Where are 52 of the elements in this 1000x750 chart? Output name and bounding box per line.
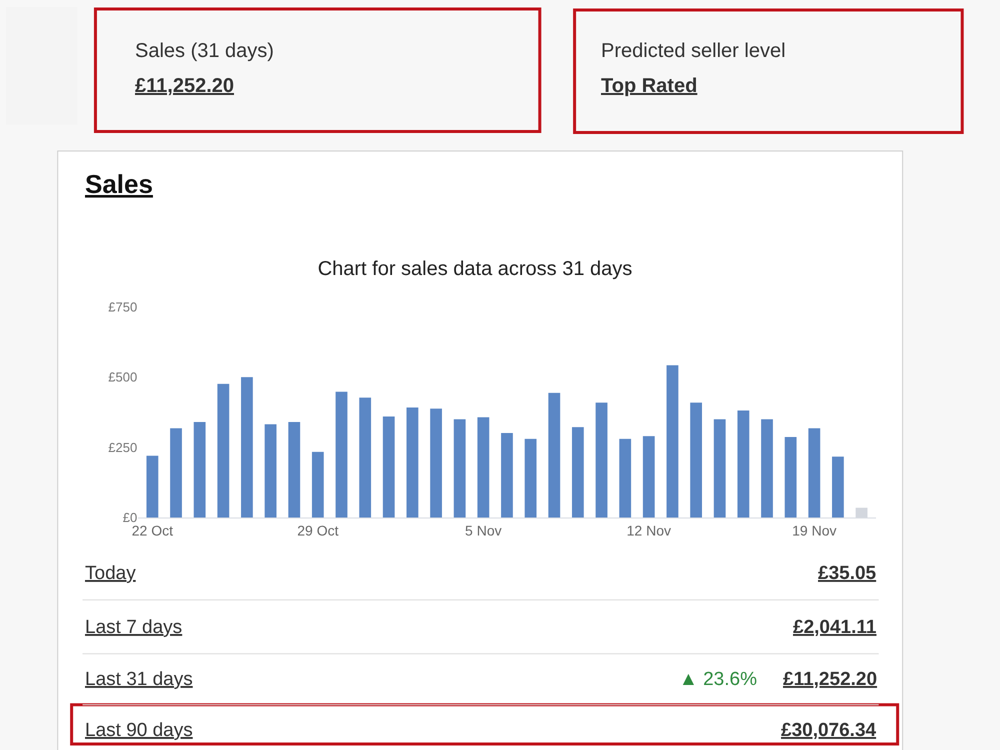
text: ▲ 23.6% [679,669,758,690]
text: Sales (31 days) [135,40,274,62]
bar [146,456,158,518]
bar [359,398,372,518]
text: Sales [85,169,153,199]
y-tick-label: £500 [108,370,138,385]
text: Last 31 days [85,669,193,690]
text: Last 7 days [85,617,182,638]
bar [737,410,750,518]
text: £11,252.20 [135,75,234,97]
bar [784,436,797,518]
bar [714,419,726,518]
y-tick-label: £250 [108,440,138,455]
bar [312,452,324,518]
y-tick-label: £750 [108,299,138,314]
bar [382,416,395,518]
text: £30,076.34 [781,720,877,741]
text: £2,041.11 [793,617,877,638]
bar [477,417,490,518]
bar [596,402,608,518]
text: Predicted seller level [601,40,786,62]
bar [501,433,513,518]
bar [690,402,702,518]
bar [808,428,820,518]
bar [832,456,844,518]
bar [406,407,418,518]
bar [170,428,182,518]
bar [194,422,206,518]
bar [241,377,253,518]
text: Last 90 days [85,720,193,741]
bar [666,365,678,518]
text: Top Rated [601,75,698,97]
bar [288,422,300,518]
chart-title: Chart for sales data across 31 days [318,258,632,280]
bar [454,419,466,518]
bar [761,419,773,518]
text: £11,252.20 [783,669,878,690]
text: Today [85,563,136,584]
bar [548,392,560,518]
bar [572,427,584,518]
x-tick-label: 12 Nov [626,522,671,538]
x-tick-label: 5 Nov [465,522,502,538]
x-tick-label: 29 Oct [297,522,339,538]
bar [430,408,442,518]
text: £35.05 [818,563,877,584]
x-tick-label: 19 Nov [792,522,836,538]
bar [642,436,655,518]
bar [619,438,632,518]
bar [264,424,276,518]
bar [336,392,348,518]
bar [524,438,537,518]
bar [217,384,230,518]
